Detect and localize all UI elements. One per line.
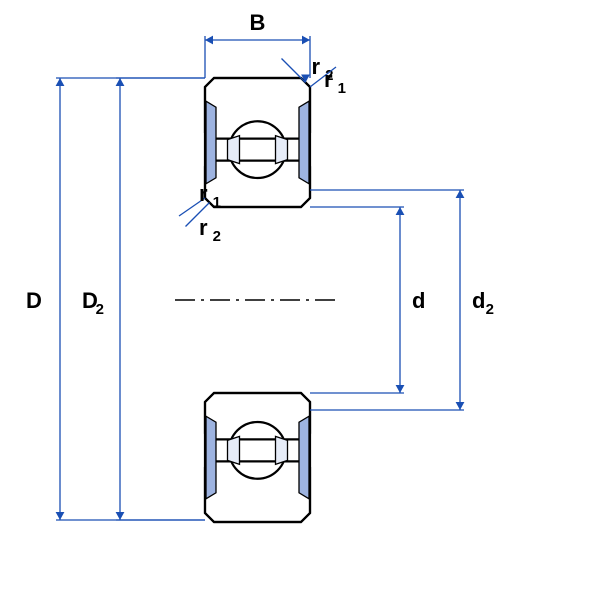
svg-text:2: 2 — [96, 301, 104, 318]
svg-text:1: 1 — [338, 80, 346, 97]
svg-text:2: 2 — [486, 301, 494, 318]
svg-text:r: r — [199, 215, 208, 240]
svg-text:r: r — [324, 67, 333, 92]
svg-text:2: 2 — [213, 228, 221, 245]
svg-text:d: d — [472, 288, 485, 313]
svg-text:B: B — [250, 10, 266, 35]
svg-text:r: r — [312, 54, 321, 79]
svg-text:d: d — [412, 288, 425, 313]
svg-text:D: D — [26, 288, 42, 313]
svg-text:1: 1 — [213, 194, 221, 211]
svg-text:r: r — [199, 181, 208, 206]
